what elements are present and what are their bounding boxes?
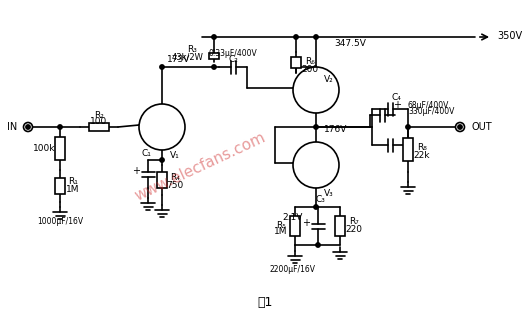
Text: 220: 220 [346, 226, 363, 234]
Text: 100: 100 [90, 117, 108, 127]
Text: R₃: R₃ [187, 44, 197, 54]
Text: 68μF/400V: 68μF/400V [408, 100, 449, 110]
Text: C₁: C₁ [141, 148, 151, 158]
Text: 43k/2W: 43k/2W [172, 53, 204, 61]
Text: R₆: R₆ [305, 58, 315, 66]
Text: 1M: 1M [274, 227, 288, 237]
Text: 100k: 100k [33, 144, 55, 153]
Text: +: + [133, 165, 141, 175]
Text: 2.1V: 2.1V [283, 213, 303, 221]
Bar [403, 138, 413, 161]
Text: R₅: R₅ [276, 220, 286, 230]
Text: C₂: C₂ [228, 55, 238, 65]
Text: 347.5V: 347.5V [334, 39, 366, 49]
Circle shape [314, 125, 318, 129]
Text: R₈: R₈ [417, 142, 427, 152]
Text: 0.33μF/400V: 0.33μF/400V [209, 49, 258, 58]
Text: R₄: R₄ [170, 174, 180, 182]
Bar [55, 137, 65, 160]
Text: 200: 200 [302, 65, 319, 73]
Circle shape [139, 104, 185, 150]
Text: www.elecfans.com: www.elecfans.com [132, 130, 268, 204]
Text: R₁: R₁ [68, 177, 78, 186]
Circle shape [293, 67, 339, 113]
Circle shape [314, 205, 318, 209]
Bar [55, 178, 65, 194]
Text: C₃: C₃ [315, 196, 325, 204]
Circle shape [314, 35, 318, 39]
Circle shape [160, 158, 164, 162]
Circle shape [458, 125, 462, 129]
Text: 350V: 350V [498, 31, 523, 41]
Text: +: + [393, 100, 401, 110]
Text: 1000μF/16V: 1000μF/16V [37, 217, 83, 226]
Bar [291, 57, 301, 68]
Text: 2200μF/16V: 2200μF/16V [270, 266, 316, 274]
Text: 750: 750 [166, 180, 184, 190]
Text: 176V: 176V [324, 124, 347, 134]
Bar [157, 172, 167, 188]
Bar [335, 216, 345, 236]
Text: OUT: OUT [472, 122, 493, 132]
Text: 330μF/400V: 330μF/400V [408, 107, 455, 117]
Circle shape [456, 123, 465, 131]
Bar [290, 216, 300, 236]
Circle shape [406, 125, 410, 129]
Text: 1M: 1M [66, 186, 80, 194]
Text: 22k: 22k [414, 151, 430, 159]
Circle shape [294, 35, 298, 39]
Circle shape [160, 65, 164, 69]
Text: V₂: V₂ [324, 76, 334, 84]
Text: R₇: R₇ [349, 217, 359, 226]
Circle shape [23, 123, 32, 131]
Bar [89, 123, 109, 131]
Text: 图1: 图1 [258, 295, 273, 308]
Bar [209, 53, 219, 59]
Text: V₁: V₁ [170, 151, 180, 159]
Circle shape [212, 65, 216, 69]
Text: C₄: C₄ [391, 93, 401, 101]
Text: R₂: R₂ [94, 112, 104, 121]
Text: 173V: 173V [167, 55, 191, 65]
Circle shape [316, 243, 320, 247]
Circle shape [293, 142, 339, 188]
Text: +: + [303, 217, 311, 227]
Circle shape [26, 125, 30, 129]
Circle shape [212, 35, 216, 39]
Text: V₃: V₃ [324, 188, 334, 198]
Circle shape [58, 125, 62, 129]
Text: IN: IN [7, 122, 17, 132]
